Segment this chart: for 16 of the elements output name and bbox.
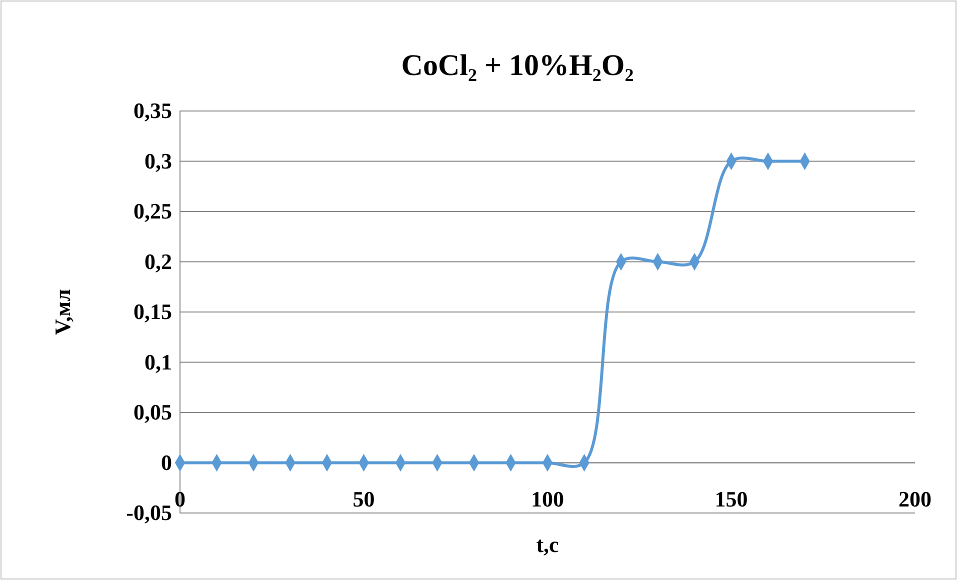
chart-title: CoCl₂ + 10%H₂O₂ <box>401 49 634 82</box>
x-tick-label: 50 <box>352 486 375 512</box>
x-tick-label: 150 <box>714 486 748 512</box>
y-tick-label: 0,05 <box>134 400 172 425</box>
y-tick-label: 0,35 <box>134 98 172 124</box>
y-tick-label: 0,3 <box>144 148 172 174</box>
y-tick-label: 0,25 <box>134 198 172 224</box>
x-tick-label: 200 <box>898 486 932 512</box>
y-tick-label: 0,1 <box>144 349 172 374</box>
y-tick-label: 0 <box>161 450 172 475</box>
x-axis-title: t,c <box>536 532 560 557</box>
y-tick-label: -0,05 <box>126 500 172 526</box>
y-axis-title: V,мл <box>50 289 75 335</box>
y-tick-label: 0,15 <box>134 299 172 324</box>
y-tick-label: 0,2 <box>144 248 172 274</box>
x-tick-label: 100 <box>531 486 564 512</box>
